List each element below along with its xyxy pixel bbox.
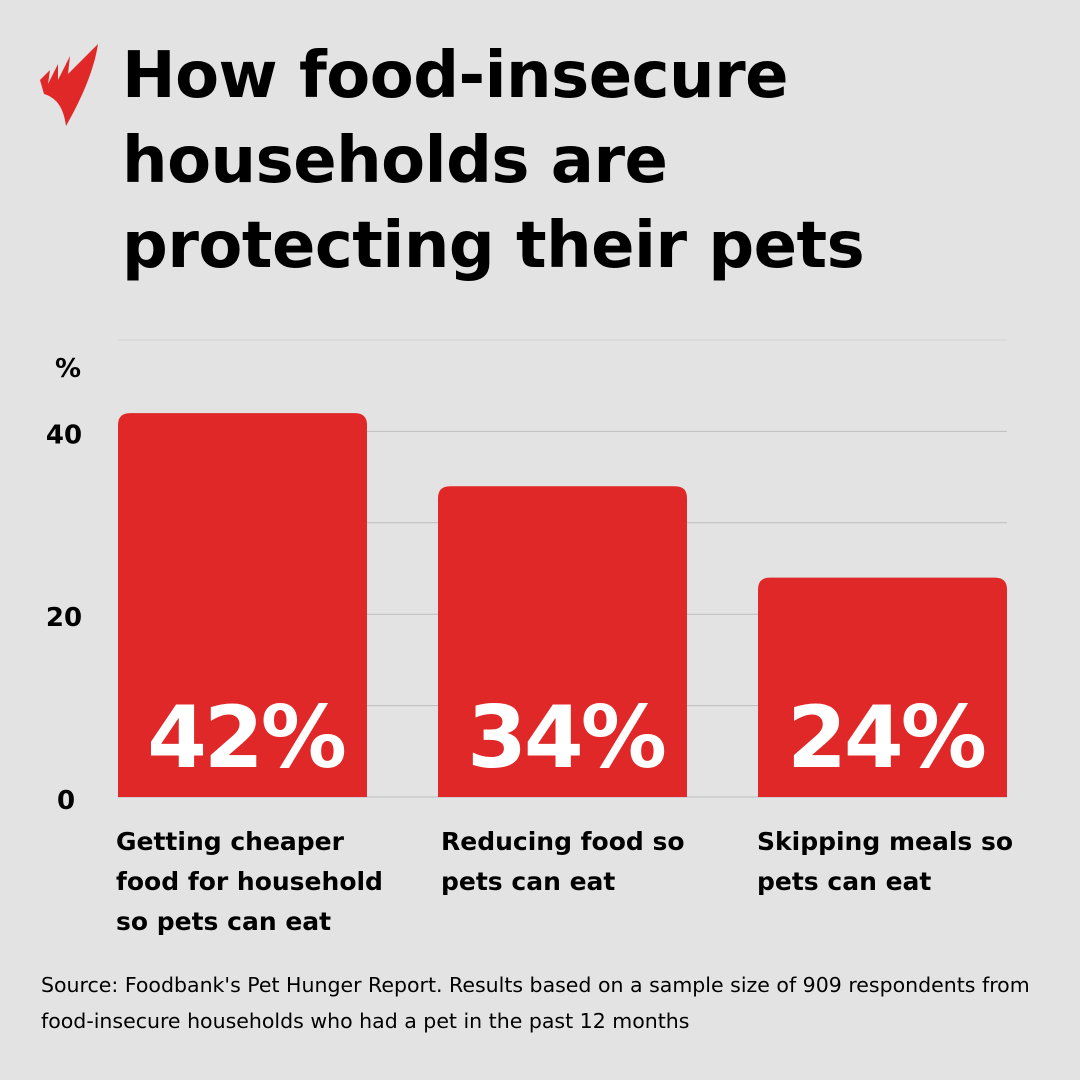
data-label: 42% (147, 688, 345, 788)
data-label: 34% (467, 688, 665, 788)
y-tick-label: 40 (46, 420, 82, 450)
sbs-logo-icon (40, 44, 98, 126)
category-label: Skipping meals so pets can eat (757, 827, 1014, 896)
chart-title: How food-insecure households are protect… (122, 39, 865, 283)
category-label: Getting cheaper food for household so pe… (116, 827, 383, 936)
data-label: 24% (787, 688, 985, 788)
y-tick-label: 0 (57, 786, 75, 816)
y-tick-label: 20 (46, 603, 82, 633)
bar (118, 413, 367, 797)
category-label: Reducing food so pets can eat (441, 827, 685, 896)
source-note: Source: Foodbank's Pet Hunger Report. Re… (41, 973, 1030, 1033)
bar (438, 486, 687, 797)
y-axis-label: % (55, 354, 81, 384)
bar (758, 577, 1007, 797)
